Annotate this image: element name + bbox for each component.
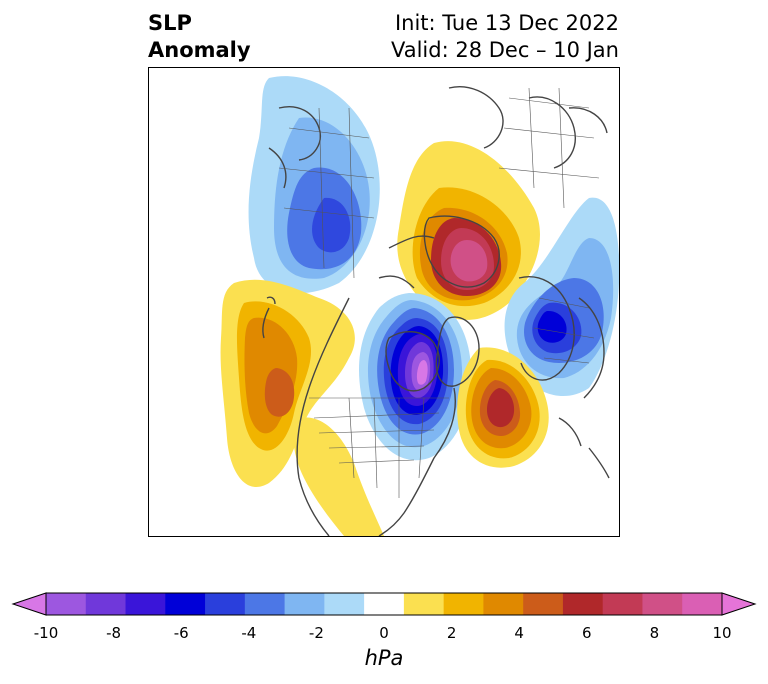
- map-panel: [148, 67, 620, 537]
- positive-anomaly-atlantic: [457, 347, 549, 468]
- positive-anomaly-pacific: [220, 279, 355, 487]
- colorbar-segments: [46, 593, 723, 615]
- colorbar-segment: [562, 593, 604, 615]
- chart-title-right: Init: Tue 13 Dec 2022 Valid: 28 Dec – 10…: [391, 10, 619, 64]
- colorbar-tick-label: 6: [582, 624, 592, 642]
- variable-label-line1: SLP: [148, 11, 192, 35]
- colorbar-segment: [642, 593, 683, 615]
- colorbar-tick-label: 2: [446, 624, 457, 642]
- colorbar-segment: [205, 593, 246, 615]
- negative-anomaly-northwest: [248, 76, 380, 294]
- colorbar-outline: [45, 592, 723, 616]
- chart-title-left: SLP Anomaly: [148, 10, 251, 64]
- colorbar-tick-label: -8: [106, 624, 122, 642]
- init-date-label: Init: Tue 13 Dec 2022: [394, 11, 619, 35]
- colorbar-tick-label: 4: [514, 624, 524, 642]
- colorbar-tick-label: -10: [33, 624, 59, 642]
- colorbar-unit-label: hPa: [364, 646, 404, 670]
- colorbar-segment: [125, 593, 166, 615]
- colorbar-segment: [85, 593, 127, 615]
- colorbar-tick-label: 0: [379, 624, 389, 642]
- colorbar-tick-label: -2: [308, 624, 324, 642]
- colorbar-segment: [523, 593, 564, 615]
- colorbar-segment: [443, 593, 484, 615]
- colorbar-extend-max: [721, 592, 757, 616]
- valid-range-label: Valid: 28 Dec – 10 Jan: [390, 38, 619, 62]
- colorbar-segment: [483, 593, 524, 615]
- country-borders: [278, 87, 600, 498]
- colorbar-segment: [403, 593, 445, 615]
- colorbar-segment: [244, 593, 286, 615]
- colorbar-segment: [682, 593, 723, 615]
- variable-label-line2: Anomaly: [148, 38, 251, 62]
- colorbar-segment: [165, 593, 206, 615]
- colorbar-segment: [284, 593, 325, 615]
- positive-anomaly-arctic: [397, 141, 540, 320]
- colorbar-tick-label: 10: [712, 624, 732, 642]
- colorbar-segment: [602, 593, 643, 615]
- colorbar: [11, 592, 757, 616]
- colorbar-tick-label: 8: [649, 624, 660, 642]
- colorbar-segment: [324, 593, 365, 615]
- positive-anomaly-us-south: [293, 417, 384, 536]
- colorbar-tick-label: -4: [241, 624, 257, 642]
- colorbar-segment: [46, 593, 87, 615]
- negative-anomaly-canada: [359, 293, 472, 461]
- colorbar-tick-label: -6: [173, 624, 189, 642]
- colorbar-segment: [364, 593, 405, 615]
- coastlines: [262, 86, 610, 536]
- colorbar-extend-min: [11, 592, 47, 616]
- slp-anomaly-map: [149, 68, 619, 536]
